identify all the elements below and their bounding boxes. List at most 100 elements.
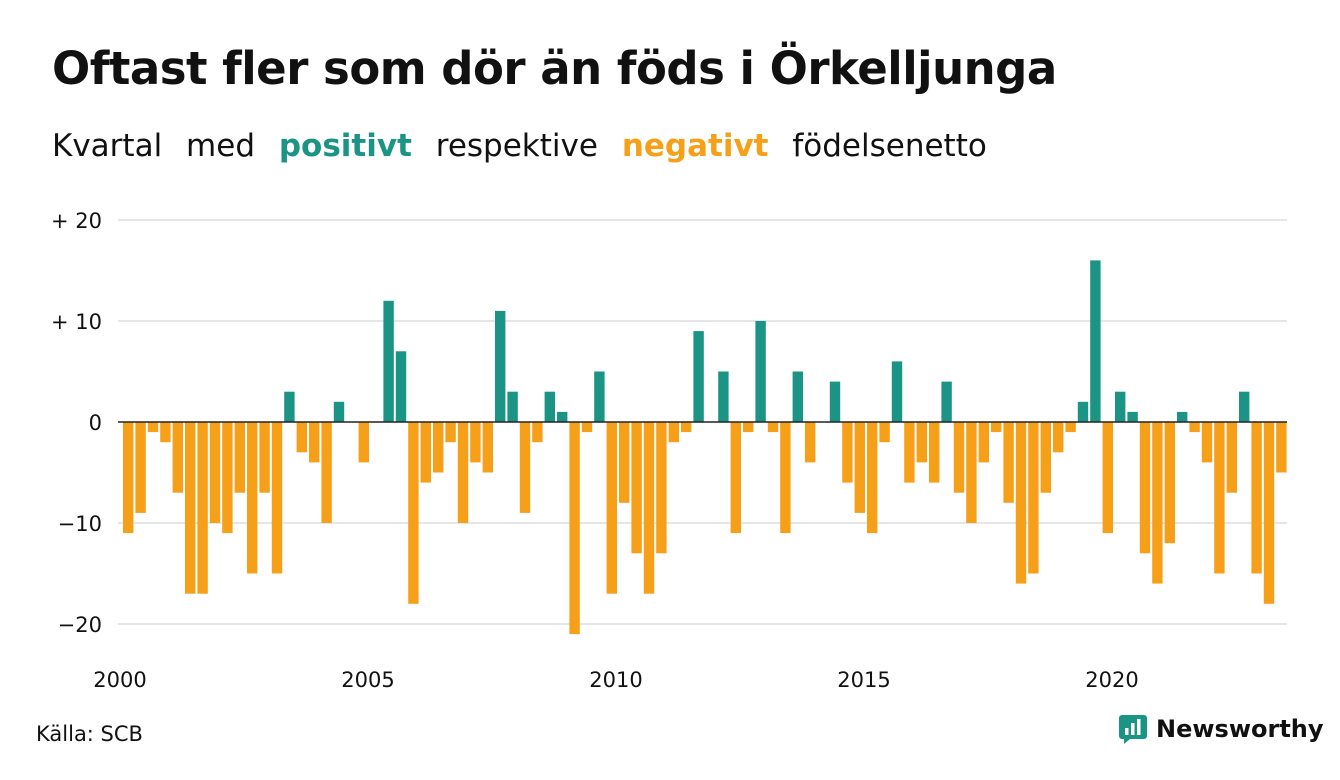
bar-q50 xyxy=(743,422,754,433)
x-tick-label: 2000 xyxy=(93,668,146,692)
bar-q26 xyxy=(445,422,456,443)
bar-q21 xyxy=(383,300,394,422)
bar-q19 xyxy=(358,422,369,463)
bar-q29 xyxy=(482,422,493,473)
bar-q90 xyxy=(1239,391,1250,422)
bar-q37 xyxy=(581,422,593,433)
bar-q71 xyxy=(1003,422,1014,503)
chart-subtitle: Kvartal med positivt respektive negativt… xyxy=(52,128,1001,164)
bar-q34 xyxy=(544,391,555,422)
subtitle-word-kvartal: Kvartal xyxy=(52,128,163,164)
y-tick-label: + 10 xyxy=(51,310,102,334)
bar-q31 xyxy=(507,391,518,422)
bar-q70 xyxy=(991,422,1002,433)
bar-q76 xyxy=(1065,422,1076,433)
bar-q25 xyxy=(433,422,444,473)
subtitle-word-med: med xyxy=(186,128,255,164)
bar-q85 xyxy=(1177,411,1188,422)
bar-q48 xyxy=(718,371,729,422)
bar-q42 xyxy=(643,422,655,594)
y-tick-label: −10 xyxy=(58,512,102,536)
brand-name: Newsworthy xyxy=(1156,715,1324,743)
bar-q84 xyxy=(1164,422,1175,544)
bar-q64 xyxy=(916,422,927,463)
bar-q86 xyxy=(1189,422,1200,433)
bar-q30 xyxy=(495,310,506,422)
bar-q72 xyxy=(1015,422,1027,584)
bar-q65 xyxy=(929,422,940,483)
bar-q92 xyxy=(1263,422,1275,604)
bar-q17 xyxy=(333,401,345,422)
bar-q5 xyxy=(185,422,196,594)
bar-q81 xyxy=(1127,411,1138,422)
bar-q63 xyxy=(904,422,915,483)
bar-q0 xyxy=(123,422,134,534)
bar-q53 xyxy=(780,422,791,534)
bar-q41 xyxy=(631,422,642,554)
bar-q75 xyxy=(1053,422,1064,453)
bar-q88 xyxy=(1214,422,1225,574)
bar-q46 xyxy=(693,331,704,422)
subtitle-word-fodelsenetto: födelsenetto xyxy=(792,128,987,164)
bar-q28 xyxy=(470,422,481,463)
bar-q38 xyxy=(594,371,605,422)
x-tick-label: 2005 xyxy=(341,668,394,692)
bar-q49 xyxy=(730,422,741,534)
bar-q16 xyxy=(321,422,332,523)
bar-q23 xyxy=(408,422,419,604)
bar-q27 xyxy=(457,422,469,523)
bar-q73 xyxy=(1028,422,1039,574)
bar-q60 xyxy=(867,422,878,534)
bar-q10 xyxy=(247,422,258,574)
bar-q36 xyxy=(569,422,580,635)
subtitle-word-respektive: respektive xyxy=(435,128,598,164)
bar-q2 xyxy=(147,422,159,433)
axes: + 20 + 10 0 −10 −20 2000 2005 2010 2015 2020 xyxy=(51,209,1287,692)
bar-q58 xyxy=(842,422,853,483)
bar-q45 xyxy=(681,422,692,433)
bar-q3 xyxy=(160,422,171,443)
bar-q39 xyxy=(606,422,617,594)
bar-q62 xyxy=(891,361,903,422)
bar-q67 xyxy=(953,422,965,493)
bar-q14 xyxy=(296,422,307,453)
bar-q7 xyxy=(209,422,221,523)
bar-q12 xyxy=(271,422,283,574)
bar-q68 xyxy=(966,422,977,523)
bar-q22 xyxy=(395,351,407,422)
bar-q69 xyxy=(978,422,989,463)
brand-logo: Newsworthy xyxy=(1118,714,1324,744)
bar-q82 xyxy=(1139,422,1151,554)
newsworthy-logo-icon xyxy=(1119,715,1147,744)
bar-q66 xyxy=(941,381,952,422)
bar-q74 xyxy=(1040,422,1051,493)
y-tick-label: 0 xyxy=(89,411,102,435)
source-note: Källa: SCB xyxy=(36,722,143,746)
bar-q1 xyxy=(135,422,146,513)
bar-q87 xyxy=(1201,422,1213,463)
chart-title: Oftast fler som dör än föds i Örkelljung… xyxy=(52,42,1057,95)
bar-q15 xyxy=(309,422,320,463)
bar-q8 xyxy=(222,422,233,534)
bar-q91 xyxy=(1251,422,1262,574)
bar-q11 xyxy=(259,422,270,493)
bar-q9 xyxy=(234,422,245,493)
bar-q79 xyxy=(1102,422,1113,534)
bar-q57 xyxy=(829,381,841,422)
x-tick-label: 2020 xyxy=(1085,668,1138,692)
bar-q32 xyxy=(519,422,531,513)
x-tick-label: 2015 xyxy=(837,668,890,692)
bar-q89 xyxy=(1226,422,1237,493)
bar-q33 xyxy=(532,422,543,443)
bar-q83 xyxy=(1152,422,1163,584)
bar-q13 xyxy=(284,391,295,422)
bars xyxy=(123,260,1287,635)
bar-q61 xyxy=(879,422,890,443)
bar-q55 xyxy=(805,422,816,463)
bar-q35 xyxy=(557,411,568,422)
subtitle-word-positivt: positivt xyxy=(278,128,412,164)
bar-q78 xyxy=(1090,260,1101,422)
bar-q44 xyxy=(668,422,679,443)
bar-q4 xyxy=(172,422,183,493)
